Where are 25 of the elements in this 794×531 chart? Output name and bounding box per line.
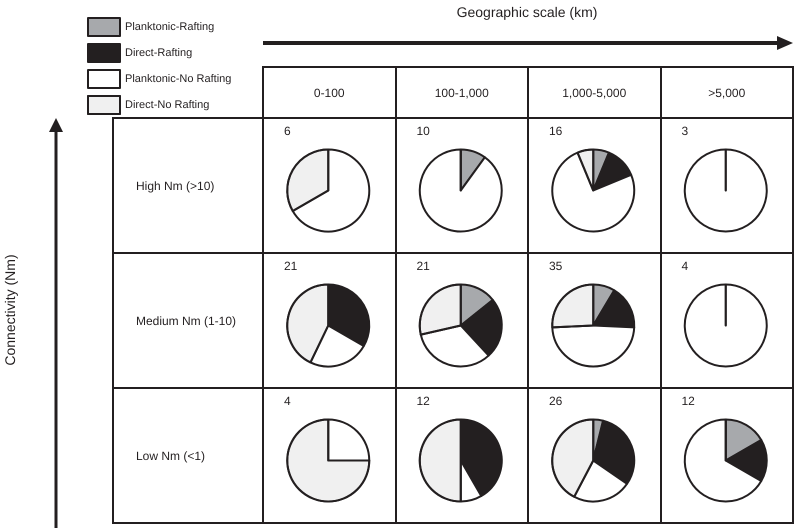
text: Geographic scale (km): [456, 4, 598, 20]
text: 12: [416, 394, 430, 408]
category-label: >5,000: [660, 66, 794, 119]
category-label: Low Nm (<1): [136, 448, 206, 462]
category-label: Medium Nm (1-10): [136, 314, 236, 328]
legend-label: Direct-No Rafting: [125, 99, 210, 111]
text: 12: [682, 394, 696, 408]
text: 21: [284, 259, 298, 273]
text: 26: [549, 394, 563, 408]
category-label: 1,000-5,000: [527, 66, 662, 119]
category-label: 0-100: [262, 66, 396, 119]
text: Connectivity (Nm): [2, 253, 18, 368]
text: 10: [416, 124, 430, 138]
category-label: High Nm (>10): [136, 178, 214, 192]
text: 21: [416, 259, 430, 273]
text: 3: [682, 124, 688, 138]
legend-label: Planktonic-No Rafting: [125, 73, 232, 85]
legend-label: Direct-Rafting: [125, 47, 192, 59]
legend-label: Planktonic-Rafting: [125, 21, 214, 33]
category-label: 100-1,000: [394, 66, 529, 119]
text: 4: [682, 259, 688, 273]
text: 16: [549, 124, 563, 138]
text: 4: [284, 394, 291, 408]
text: 35: [549, 259, 563, 273]
text: 6: [284, 124, 291, 138]
